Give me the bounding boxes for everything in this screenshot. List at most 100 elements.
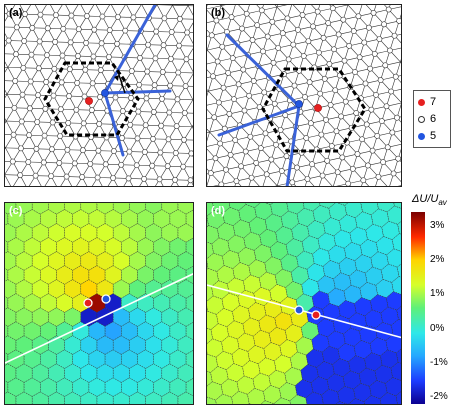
- voronoi-cell: [80, 363, 98, 383]
- voronoi-cell: [391, 319, 401, 338]
- panel-label-d: (d): [211, 205, 226, 217]
- lattice-site-6: [159, 69, 166, 75]
- legend-item-5: 5: [418, 129, 436, 143]
- voronoi-cell: [401, 375, 402, 393]
- voronoi-cell: [303, 203, 321, 212]
- lattice-site-6: [175, 69, 182, 76]
- lattice-site-6: [13, 51, 19, 58]
- lattice-site-6: [383, 103, 390, 110]
- lattice-site-6: [361, 39, 368, 46]
- voronoi-cell: [48, 251, 65, 271]
- lattice-site-6: [226, 111, 233, 117]
- voronoi-cell: [242, 360, 261, 380]
- voronoi-cell: [7, 349, 25, 369]
- voronoi-cell: [348, 355, 367, 375]
- legend-label-6: 6: [430, 113, 437, 125]
- voronoi-cell: [137, 265, 154, 285]
- voronoi-cell: [23, 265, 41, 285]
- voronoi-cell: [5, 296, 9, 310]
- voronoi-cells: [5, 203, 193, 404]
- lattice-site-6: [27, 78, 34, 85]
- voronoi-cell: [289, 394, 308, 404]
- lattice-site-6: [122, 27, 129, 34]
- lattice-bond: [5, 67, 9, 73]
- lattice-site-6: [299, 12, 306, 18]
- lattice-site-6: [304, 176, 311, 182]
- voronoi-cell: [31, 203, 49, 215]
- lattice-site-6: [327, 102, 334, 108]
- voronoi-cell: [207, 216, 209, 228]
- lattice-site-6: [33, 145, 40, 152]
- voronoi-cell: [153, 349, 171, 369]
- voronoi-cell: [5, 251, 17, 271]
- lattice-site-6: [115, 14, 121, 20]
- panel-a: (a): [4, 4, 194, 187]
- lattice-bond: [192, 99, 193, 100]
- voronoi-cell: [374, 364, 393, 384]
- burgers-line: [225, 33, 301, 108]
- panel-label-b: (b): [211, 7, 226, 19]
- lattice-site-6: [386, 47, 393, 54]
- lattice-bond: [400, 58, 401, 63]
- glide-line: [207, 284, 401, 339]
- lattice-site-6: [317, 90, 324, 97]
- lattice-site-6: [352, 69, 358, 75]
- lattice-bond: [5, 61, 9, 68]
- voronoi-cell: [305, 391, 324, 404]
- lattice-site-6: [12, 78, 19, 84]
- lattice-site-6: [250, 78, 257, 84]
- lattice-site-6: [50, 92, 57, 99]
- lattice-site-6: [247, 133, 254, 140]
- voronoi-cells: [207, 203, 402, 404]
- lattice-site-6: [275, 45, 282, 51]
- lattice-site-6: [338, 113, 345, 120]
- burgers-line: [285, 104, 301, 186]
- lattice-site-6: [106, 27, 113, 34]
- lattice-site-6: [278, 168, 285, 174]
- voronoi-cell: [104, 321, 122, 341]
- voronoi-cell: [377, 203, 395, 213]
- voronoi-cell: [145, 335, 163, 355]
- lattice-bond: [220, 5, 226, 7]
- voronoi-cell: [321, 345, 341, 365]
- lattice-site-6: [142, 122, 149, 129]
- voronoi-cell: [397, 221, 401, 235]
- lattice-site-6: [21, 38, 28, 44]
- lattice-site-6: [332, 87, 339, 94]
- panel-c: (c): [4, 202, 194, 405]
- lattice-site-6: [87, 160, 94, 167]
- voronoi-cell: [248, 216, 268, 236]
- voronoi-cell: [232, 305, 251, 325]
- lattice-site-6: [64, 146, 71, 153]
- voronoi-cell: [210, 366, 229, 386]
- voronoi-cell: [64, 203, 82, 215]
- voronoi-cell: [226, 320, 245, 340]
- voronoi-cell: [316, 361, 335, 381]
- voronoi-cell: [177, 391, 193, 404]
- lattice-bond: [207, 5, 222, 10]
- lattice-site-6: [176, 15, 183, 22]
- lattice-site-6: [173, 123, 180, 130]
- lattice-site-6: [98, 40, 105, 47]
- lattice-site-6: [165, 136, 172, 143]
- panel-label-a: (a): [9, 7, 23, 19]
- voronoi-cell: [72, 237, 90, 257]
- voronoi-cell: [375, 279, 394, 298]
- lattice-site-6: [277, 127, 284, 133]
- voronoi-cell: [169, 237, 187, 257]
- voronoi-cell: [285, 324, 304, 343]
- lattice-bond: [219, 5, 222, 6]
- voronoi-cell: [40, 349, 57, 369]
- lattice-site-6: [112, 94, 119, 101]
- lattice-bond: [5, 174, 12, 186]
- voronoi-cell: [207, 252, 225, 272]
- voronoi-cell: [369, 337, 388, 357]
- burgers-vector-arrow: [118, 74, 126, 94]
- voronoi-cell: [215, 350, 234, 370]
- voronoi-cell: [153, 209, 171, 229]
- lattice-site-6: [240, 66, 247, 73]
- voronoi-cell: [353, 340, 372, 359]
- voronoi-cell: [375, 321, 394, 341]
- lattice-site-6: [268, 156, 275, 163]
- voronoi-cell: [385, 377, 401, 397]
